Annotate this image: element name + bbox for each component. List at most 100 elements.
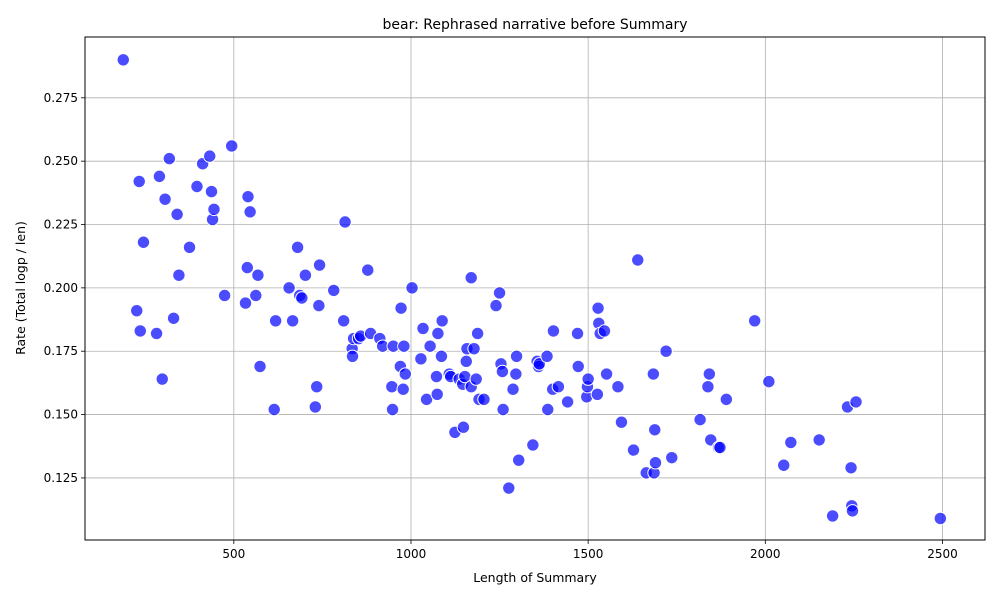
data-point [933,511,948,526]
data-point [166,311,181,325]
x-tick-label: 2000 [750,547,781,561]
x-axis-label: Length of Summary [473,570,597,585]
data-point [597,324,612,338]
data-point [431,326,445,341]
data-point [149,326,164,341]
data-point [591,301,605,315]
data-point [434,349,449,363]
data-point [268,314,283,328]
data-point [203,149,217,163]
data-point [133,324,147,338]
data-point [435,314,449,328]
data-point [204,184,219,199]
data-point [456,420,471,434]
data-point [541,402,555,417]
data-point [132,174,146,189]
data-point [345,349,360,363]
data-point [526,438,540,452]
data-point [509,349,524,363]
data-point [130,303,144,318]
y-tick-label: 0.150 [44,408,78,422]
data-point [845,504,860,518]
data-point [844,461,858,475]
data-point [249,288,263,303]
data-point [396,382,410,396]
data-point [207,202,221,217]
data-point [116,53,130,67]
data-point [626,443,641,457]
x-tick-label: 500 [222,547,245,561]
plot-frame [84,36,986,541]
data-point [312,298,326,313]
data-point [702,367,717,381]
data-point [162,151,177,166]
data-point [701,379,715,394]
data-point [614,415,629,429]
data-point [158,192,172,206]
data-point [327,283,341,298]
y-tick-label: 0.225 [44,218,78,232]
data-point [253,359,267,374]
x-tick-label: 1500 [573,547,604,561]
data-point [312,258,327,272]
data-point [467,341,481,356]
data-point [693,412,707,427]
chart-title: bear: Rephrased narrative before Summary [383,17,688,33]
data-point [560,395,575,409]
data-point [298,268,313,282]
data-point [251,268,265,282]
data-point [502,481,516,495]
data-point [155,372,169,386]
data-point [546,324,561,338]
data-point [338,215,352,229]
data-point [385,379,399,394]
data-point [282,281,296,295]
data-point [492,286,507,300]
axis-ticks: 500 1000 1500 2000 2500 0.125 0.150 0.175 0.200 0… [44,91,958,561]
y-axis-label: Rate (Total logp / len) [13,221,28,355]
data-point [812,433,826,447]
data-point [224,139,239,153]
data-point [170,207,184,222]
data-point [506,382,520,396]
data-point [849,395,863,409]
data-point [290,240,305,255]
data-point [719,392,734,407]
x-tick-label: 2500 [927,547,958,561]
data-point [571,359,585,374]
data-point [172,268,186,282]
data-point [430,387,444,401]
data-point [495,364,510,379]
grid-lines [85,37,985,540]
data-point [136,235,151,249]
data-point [512,453,526,467]
data-point [509,367,523,381]
data-point [238,296,253,310]
data-point [825,509,840,523]
data-point [631,253,645,267]
data-point [464,271,478,285]
data-point [540,349,554,363]
data-point [416,321,430,336]
y-tick-label: 0.275 [44,91,78,105]
data-point [648,456,663,470]
data-point [243,205,257,219]
data-point [361,263,375,277]
data-point [398,367,413,381]
data-point [240,260,254,275]
data-point [285,314,300,328]
data-point [308,400,323,414]
data-point [310,379,324,394]
data-point [648,423,662,437]
data-point [762,374,776,389]
data-point [394,301,408,315]
data-point [469,372,483,386]
data-point [713,440,727,455]
data-point [611,379,625,394]
data-point [267,402,281,417]
y-tick-label: 0.125 [44,471,78,485]
data-point [777,458,791,472]
data-points [116,53,948,526]
x-tick-label: 1000 [396,547,427,561]
data-point [295,291,309,305]
